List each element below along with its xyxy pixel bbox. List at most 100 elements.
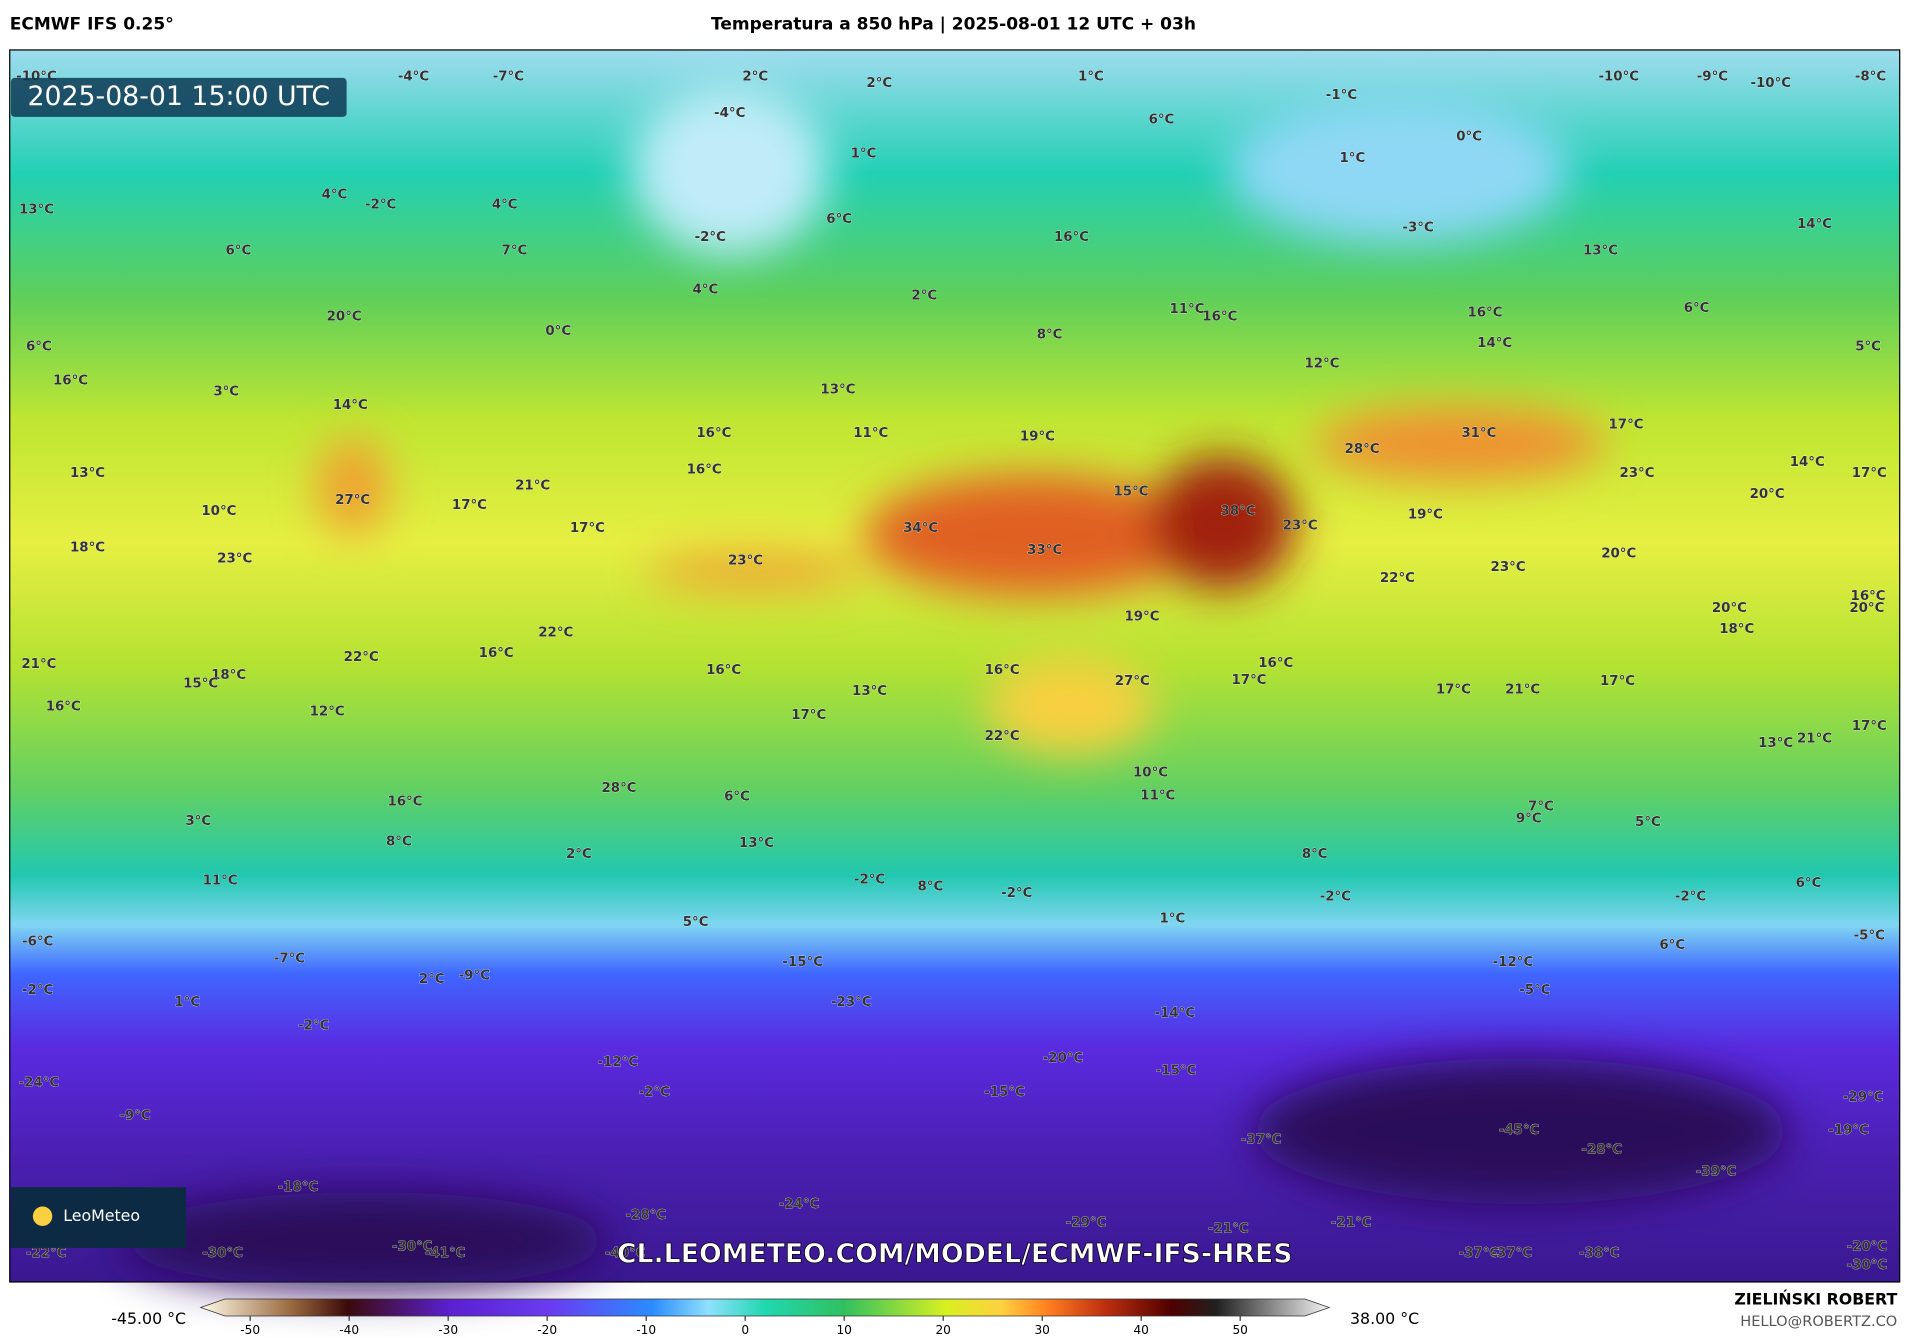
- email: HELLO@ROBERTZ.CO: [1740, 1313, 1897, 1330]
- temperature-label: 5°C: [1635, 815, 1661, 830]
- temperature-label: 22°C: [344, 650, 379, 665]
- temperature-label: 21°C: [21, 657, 56, 672]
- temperature-label: 38°C: [1221, 504, 1256, 519]
- temperature-label: 19°C: [1124, 610, 1159, 625]
- temperature-label: 21°C: [515, 478, 550, 493]
- temperature-label: 16°C: [687, 463, 722, 478]
- colorbar-tick-label: -50: [240, 1323, 260, 1337]
- temperature-label: -20°C: [1043, 1051, 1084, 1066]
- temperature-label: 18°C: [211, 668, 246, 683]
- colorbar-max: 38.00 °C: [1350, 1309, 1419, 1328]
- temperature-label: 20°C: [1750, 487, 1785, 502]
- temperature-label: -3°C: [1402, 221, 1433, 236]
- temperature-label: 14°C: [1797, 217, 1832, 232]
- temperature-label: 18°C: [70, 540, 105, 555]
- temperature-label: 17°C: [1609, 418, 1644, 433]
- colorbar-tick-label: 40: [1133, 1323, 1148, 1337]
- temperature-label: -30°C: [392, 1240, 433, 1255]
- author: ZIELIŃSKI ROBERT: [1734, 1290, 1897, 1309]
- temperature-label: 21°C: [1505, 683, 1540, 698]
- temperature-label: -9°C: [119, 1108, 150, 1123]
- colorbar-scale: [199, 1298, 1331, 1317]
- colorbar-tick-label: -20: [537, 1323, 557, 1337]
- temperature-label: 13°C: [739, 836, 774, 851]
- temperature-label: -24°C: [19, 1076, 60, 1091]
- temperature-label: -21°C: [1208, 1221, 1249, 1236]
- temperature-label: 16°C: [985, 663, 1020, 678]
- temperature-label: -2°C: [22, 983, 53, 998]
- temperature-label: 16°C: [1467, 306, 1502, 321]
- temperature-label: 20°C: [1712, 601, 1747, 616]
- temperature-label: 4°C: [492, 197, 518, 212]
- temperature-label: 1°C: [851, 146, 877, 161]
- temperature-label: 16°C: [479, 646, 514, 661]
- temperature-label: 5°C: [683, 915, 709, 930]
- temperature-label: 33°C: [1027, 543, 1062, 558]
- temperature-label: -29°C: [1066, 1215, 1107, 1230]
- temperature-label: 17°C: [1436, 683, 1471, 698]
- temperature-label: -28°C: [625, 1208, 666, 1223]
- temperature-label: -45°C: [1499, 1123, 1540, 1138]
- temperature-label: -37°C: [1241, 1133, 1282, 1148]
- model-title: ECMWF IFS 0.25°: [10, 14, 174, 34]
- temperature-label: -39°C: [1696, 1164, 1737, 1179]
- map: -10°C -4°C -7°C 2°C 2°C 1°C-1°C-10°C -9°C -10°C…: [9, 49, 1901, 1290]
- temperature-label: -5°C: [1854, 928, 1885, 943]
- temperature-label: 14°C: [1477, 336, 1512, 351]
- temperature-label: 6°C: [1659, 938, 1685, 953]
- temperature-label: 17°C: [1852, 466, 1887, 481]
- temperature-label: 20°C: [1849, 601, 1884, 616]
- logo: LeoMeteo: [63, 1206, 140, 1225]
- temperature-label: 28°C: [1345, 442, 1380, 457]
- temperature-label: 2°C: [566, 847, 592, 862]
- temperature-label: 17°C: [1852, 719, 1887, 734]
- temperature-label: 19°C: [1020, 430, 1055, 445]
- temperature-label: 8°C: [1037, 328, 1063, 343]
- temperature-label: -37°C: [1459, 1246, 1500, 1261]
- temperature-label: 1°C: [174, 995, 200, 1010]
- temperature-label: 12°C: [310, 705, 345, 720]
- temperature-label: 8°C: [918, 880, 944, 895]
- temperature-label: 14°C: [1790, 455, 1825, 470]
- logo-sun: [32, 1206, 53, 1227]
- temperature-label: 20°C: [327, 309, 362, 324]
- temperature-label: -15°C: [1156, 1063, 1197, 1078]
- temperature-label: 11°C: [1169, 302, 1204, 317]
- temperature-label: 12°C: [1304, 357, 1339, 372]
- temperature-label: 21°C: [1797, 731, 1832, 746]
- temperature-label: -2°C: [1320, 889, 1351, 904]
- temperature-label: 16°C: [696, 426, 731, 441]
- temperature-label: -28°C: [1581, 1142, 1622, 1157]
- temperature-label: 6°C: [724, 790, 750, 805]
- temperature-label: 27°C: [335, 493, 370, 508]
- temperature-label: 6°C: [826, 212, 852, 227]
- temperature-label: 14°C: [333, 398, 368, 413]
- temperature-label: -41°C: [425, 1246, 466, 1261]
- temperature-label: -1°C: [1326, 88, 1357, 103]
- temperature-label: 28°C: [602, 781, 637, 796]
- temperature-label: -7°C: [493, 70, 524, 85]
- temperature-label: -30°C: [202, 1246, 243, 1261]
- colorbar-tick-label: -30: [438, 1323, 458, 1337]
- temperature-label: -14°C: [1155, 1006, 1196, 1021]
- colorbar-tick-label: 50: [1232, 1323, 1247, 1337]
- temperature-label: 23°C: [1283, 518, 1318, 533]
- temperature-label: 31°C: [1461, 426, 1496, 441]
- temperature-label: -15°C: [782, 955, 823, 970]
- temperature-label: 16°C: [1258, 656, 1293, 671]
- temperature-label: 27°C: [1115, 674, 1150, 689]
- colorbar-tick-label: -40: [339, 1323, 359, 1337]
- temperature-label: 8°C: [1302, 847, 1328, 862]
- temperature-label: -6°C: [22, 934, 53, 949]
- temperature-label: -30°C: [1847, 1258, 1888, 1273]
- temperature-label: 23°C: [1619, 466, 1654, 481]
- temperature-label: 6°C: [225, 244, 251, 259]
- temperature-label: 19°C: [1408, 508, 1443, 523]
- temperature-label: 22°C: [1380, 571, 1415, 586]
- temperature-label: -37°C: [1491, 1246, 1532, 1261]
- temperature-label: 11°C: [853, 426, 888, 441]
- temperature-label: -20°C: [1847, 1240, 1888, 1255]
- colorbar-tick-label: -10: [636, 1323, 656, 1337]
